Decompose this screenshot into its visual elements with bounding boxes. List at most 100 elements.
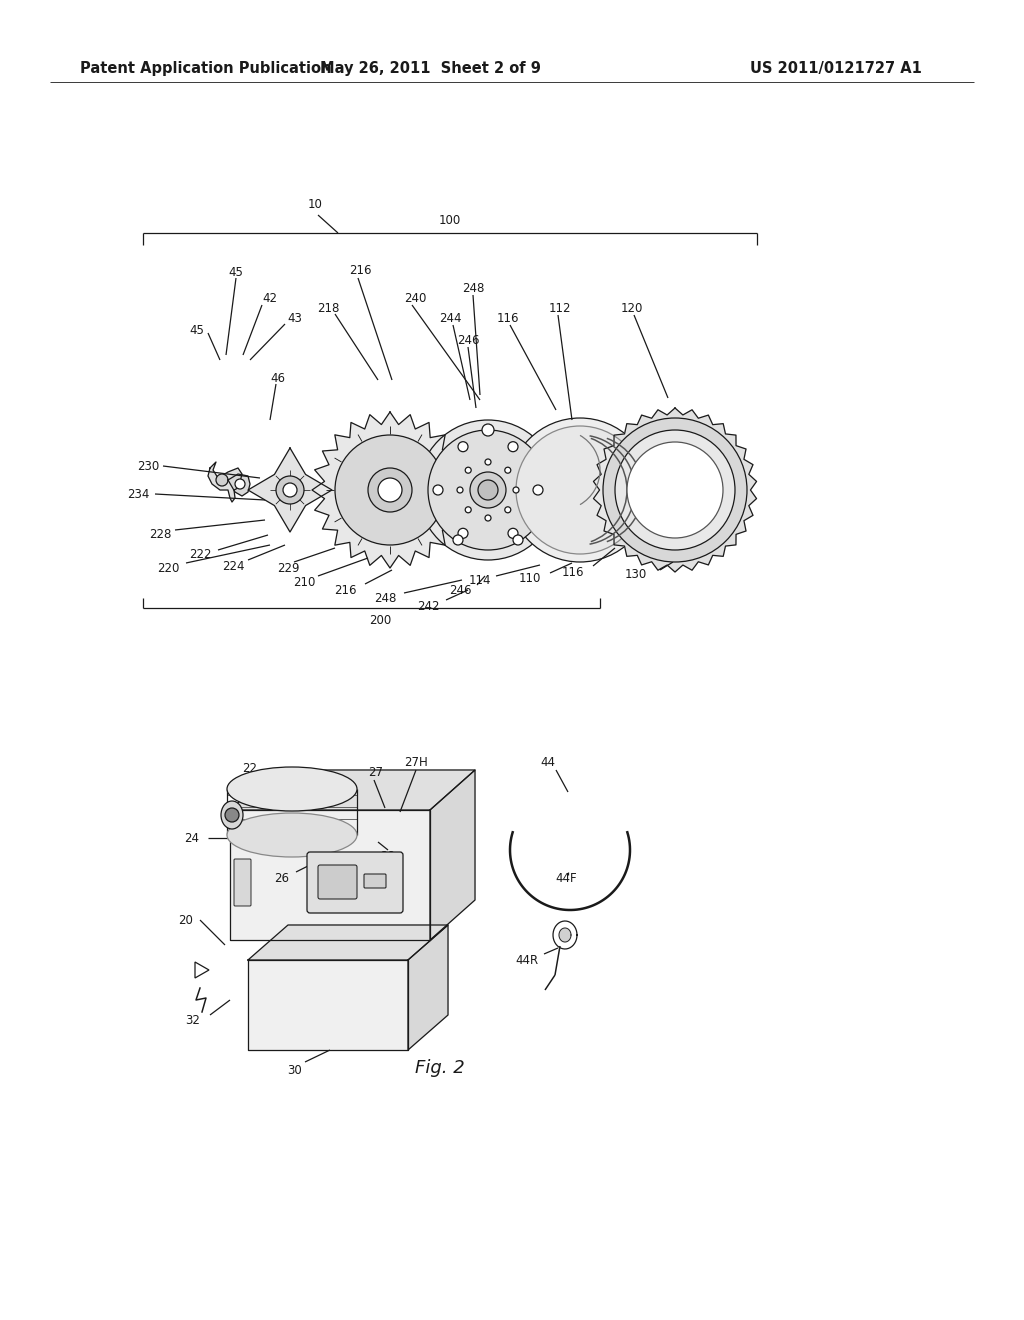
Text: 27: 27	[369, 767, 384, 780]
Circle shape	[418, 420, 558, 560]
Text: 229: 229	[276, 561, 299, 574]
Text: 218: 218	[316, 301, 339, 314]
Circle shape	[458, 528, 468, 539]
Circle shape	[485, 515, 490, 521]
Circle shape	[505, 467, 511, 473]
Circle shape	[225, 808, 239, 822]
Circle shape	[216, 474, 228, 486]
Circle shape	[465, 467, 471, 473]
Polygon shape	[230, 810, 430, 940]
Text: US 2011/0121727 A1: US 2011/0121727 A1	[750, 61, 922, 75]
Text: 248: 248	[462, 281, 484, 294]
FancyBboxPatch shape	[307, 851, 403, 913]
Text: 120: 120	[621, 301, 643, 314]
Text: 22: 22	[243, 762, 257, 775]
Circle shape	[513, 535, 523, 545]
Circle shape	[534, 484, 543, 495]
Circle shape	[485, 459, 490, 465]
Text: 200: 200	[369, 614, 391, 627]
Polygon shape	[408, 925, 449, 1049]
Text: 28: 28	[381, 850, 395, 862]
Ellipse shape	[227, 813, 357, 857]
Circle shape	[335, 436, 445, 545]
Text: Fig. 2: Fig. 2	[415, 1059, 465, 1077]
FancyBboxPatch shape	[318, 865, 357, 899]
Circle shape	[458, 442, 468, 451]
Text: 248: 248	[374, 591, 396, 605]
Circle shape	[283, 483, 297, 498]
Polygon shape	[208, 462, 242, 502]
Circle shape	[603, 418, 746, 562]
Text: 10: 10	[307, 198, 323, 211]
Polygon shape	[228, 474, 250, 496]
Circle shape	[482, 424, 494, 436]
Polygon shape	[430, 770, 475, 940]
Circle shape	[615, 430, 735, 550]
Circle shape	[457, 487, 463, 492]
Circle shape	[378, 478, 402, 502]
Circle shape	[508, 442, 518, 451]
Polygon shape	[559, 928, 571, 942]
Text: 30: 30	[288, 1064, 302, 1077]
Text: 224: 224	[222, 560, 245, 573]
Text: 46: 46	[270, 371, 286, 384]
Text: 100: 100	[439, 214, 461, 227]
Text: 116: 116	[497, 312, 519, 325]
Text: 230: 230	[137, 459, 159, 473]
Text: 246: 246	[449, 583, 471, 597]
Circle shape	[505, 507, 511, 512]
Circle shape	[276, 477, 304, 504]
Text: 42: 42	[262, 292, 278, 305]
Text: 234: 234	[127, 487, 150, 500]
Text: 244: 244	[438, 312, 461, 325]
Text: 130: 130	[625, 569, 647, 582]
Text: 240: 240	[403, 292, 426, 305]
Circle shape	[234, 479, 245, 488]
Text: 45: 45	[228, 265, 244, 279]
FancyBboxPatch shape	[364, 874, 386, 888]
Circle shape	[513, 487, 519, 492]
Text: 112: 112	[549, 301, 571, 314]
Circle shape	[478, 480, 498, 500]
Text: 43: 43	[288, 312, 302, 325]
Text: 216: 216	[349, 264, 372, 276]
Circle shape	[627, 442, 723, 539]
Ellipse shape	[221, 801, 243, 829]
Text: 44F: 44F	[555, 871, 577, 884]
Text: 24: 24	[184, 832, 200, 845]
Text: 116: 116	[562, 565, 585, 578]
Text: 220: 220	[157, 561, 179, 574]
FancyBboxPatch shape	[234, 859, 251, 906]
Polygon shape	[248, 447, 332, 532]
Text: 45: 45	[189, 323, 205, 337]
Text: 242: 242	[417, 601, 439, 614]
Circle shape	[453, 535, 463, 545]
Text: 44R: 44R	[515, 953, 539, 966]
Circle shape	[508, 418, 652, 562]
Text: 26: 26	[274, 871, 290, 884]
Circle shape	[433, 484, 443, 495]
Polygon shape	[248, 925, 449, 960]
Circle shape	[465, 507, 471, 512]
Text: Patent Application Publication: Patent Application Publication	[80, 61, 332, 75]
Ellipse shape	[227, 767, 357, 810]
Polygon shape	[230, 770, 475, 810]
Text: 210: 210	[293, 576, 315, 589]
Text: 222: 222	[188, 549, 211, 561]
Circle shape	[368, 469, 412, 512]
Circle shape	[508, 528, 518, 539]
Text: 20: 20	[178, 913, 194, 927]
Text: 114: 114	[469, 573, 492, 586]
Circle shape	[516, 426, 644, 554]
Circle shape	[428, 430, 548, 550]
Text: 27H: 27H	[404, 755, 428, 768]
Text: 44: 44	[541, 755, 555, 768]
Polygon shape	[312, 412, 468, 568]
Text: 246: 246	[457, 334, 479, 346]
Circle shape	[470, 473, 506, 508]
Text: 228: 228	[148, 528, 171, 541]
Polygon shape	[594, 408, 757, 572]
Text: 32: 32	[185, 1014, 201, 1027]
Text: 110: 110	[519, 572, 542, 585]
Polygon shape	[248, 960, 408, 1049]
